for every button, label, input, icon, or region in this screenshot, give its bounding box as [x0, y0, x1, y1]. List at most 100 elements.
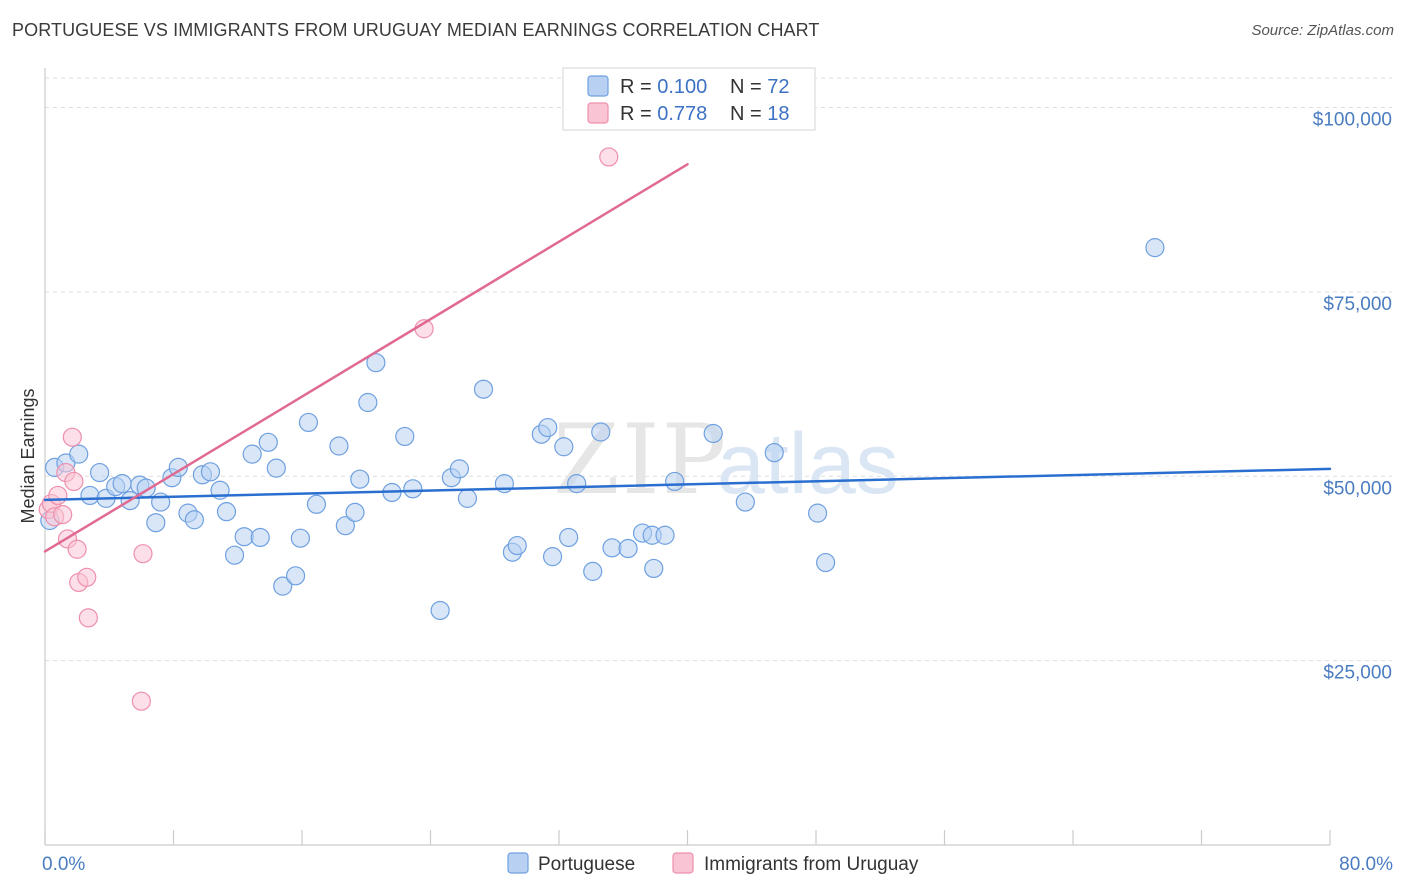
point-portuguese-33 — [329, 436, 349, 456]
grid-lines — [45, 77, 1392, 662]
point-portuguese-26 — [258, 432, 278, 452]
point-portuguese-21 — [216, 502, 237, 522]
point-portuguese-31 — [298, 412, 319, 433]
point-portuguese-40 — [395, 426, 415, 447]
point-portuguese-42 — [430, 600, 450, 621]
point-portuguese-17 — [184, 510, 204, 530]
point-portuguese-58 — [602, 538, 622, 558]
point-portuguese-19 — [200, 462, 221, 482]
point-portuguese-67 — [764, 443, 784, 463]
point-portuguese-27 — [266, 458, 286, 478]
watermark-zip: ZIP — [553, 404, 728, 516]
point-portuguese-32 — [306, 494, 327, 514]
point-portuguese-57 — [591, 422, 611, 442]
svg-text:R = 0.778: R = 0.778 — [620, 103, 707, 125]
point-portuguese-63 — [655, 525, 675, 545]
svg-text:N = 18: N = 18 — [730, 103, 790, 125]
legend-swatch-uruguay — [587, 102, 609, 124]
legend-n-value-1: 72 — [767, 76, 789, 98]
bottom-legend-label-uruguay: Immigrants from Uruguay — [704, 854, 919, 875]
point-uruguay-13 — [133, 544, 153, 564]
legend-n-value-2: 18 — [767, 103, 789, 125]
point-portuguese-3 — [69, 444, 89, 464]
point-portuguese-49 — [507, 535, 527, 556]
point-portuguese-15 — [168, 457, 188, 477]
correlation-legend: R = 0.100 N = 72 R = 0.778 N = 18 — [562, 67, 816, 131]
point-portuguese-23 — [234, 527, 254, 547]
bottom-legend-swatch-portuguese — [507, 852, 529, 874]
point-portuguese-62 — [644, 558, 664, 579]
point-portuguese-34 — [335, 516, 355, 536]
point-portuguese-68 — [808, 503, 828, 523]
legend-r-value-1: 0.100 — [657, 76, 707, 98]
axes — [44, 68, 1331, 846]
x-tick-label-0: 0.0% — [42, 854, 85, 875]
point-portuguese-28 — [273, 576, 293, 596]
legend-r-label-1: R = — [620, 76, 657, 98]
point-portuguese-46 — [473, 379, 494, 399]
y-tick-label-3: $100,000 — [1313, 110, 1392, 131]
legend-r-label-2: R = — [620, 103, 657, 125]
point-portuguese-24 — [242, 444, 262, 464]
y-axis-label: Median Earnings — [18, 388, 38, 523]
point-portuguese-44 — [449, 459, 470, 479]
svg-text:R = 0.100: R = 0.100 — [620, 76, 707, 98]
point-uruguay-16 — [599, 147, 619, 167]
trend-lines — [43, 163, 1332, 553]
point-portuguese-22 — [224, 545, 245, 565]
point-portuguese-53 — [554, 437, 574, 457]
point-portuguese-41 — [403, 479, 423, 499]
point-uruguay-11 — [77, 567, 97, 587]
point-portuguese-12 — [146, 513, 166, 533]
point-portuguese-45 — [457, 488, 478, 508]
point-portuguese-51 — [538, 417, 558, 438]
point-portuguese-37 — [358, 392, 378, 413]
point-portuguese-54 — [559, 527, 579, 548]
trend-line-uruguay — [43, 163, 689, 553]
point-portuguese-66 — [735, 492, 755, 512]
tick-labels: $25,000 $50,000 $75,000 $100,000 0.0% 80.0% — [42, 110, 1393, 876]
point-portuguese-64 — [665, 471, 685, 492]
point-uruguay-4 — [53, 504, 73, 525]
data-points — [38, 147, 1165, 711]
legend-r-value-2: 0.778 — [657, 103, 707, 125]
point-portuguese-35 — [345, 502, 365, 522]
point-portuguese-5 — [90, 462, 110, 483]
point-uruguay-14 — [131, 691, 151, 711]
point-portuguese-65 — [703, 423, 723, 444]
bottom-legend-label-portuguese: Portuguese — [538, 854, 635, 875]
point-portuguese-30 — [290, 528, 310, 548]
point-portuguese-36 — [350, 469, 370, 489]
point-portuguese-59 — [618, 538, 638, 559]
point-portuguese-55 — [567, 474, 587, 494]
watermark: ZIP atlas — [553, 404, 899, 516]
point-portuguese-70 — [1145, 238, 1165, 258]
legend-n-label-2: N = — [730, 103, 767, 125]
point-uruguay-3 — [48, 485, 68, 506]
source-credit: Source: ZipAtlas.com — [1251, 22, 1394, 39]
point-portuguese-25 — [250, 527, 270, 548]
point-uruguay-9 — [67, 539, 87, 559]
point-portuguese-8 — [112, 474, 132, 494]
point-portuguese-56 — [583, 561, 603, 581]
series-legend: Portuguese Immigrants from Uruguay — [507, 852, 919, 875]
point-portuguese-4 — [80, 485, 100, 506]
trend-line-portuguese — [43, 467, 1332, 502]
legend-swatch-portuguese — [587, 75, 609, 97]
chart-title: PORTUGUESE VS IMMIGRANTS FROM URUGUAY ME… — [12, 20, 820, 40]
legend-n-label-1: N = — [730, 76, 767, 98]
y-tick-label-1: $50,000 — [1323, 478, 1392, 499]
point-portuguese-29 — [285, 566, 306, 586]
point-portuguese-69 — [816, 552, 836, 573]
y-tick-label-0: $25,000 — [1323, 663, 1392, 684]
point-uruguay-7 — [62, 427, 82, 447]
bottom-legend-swatch-uruguay — [672, 852, 694, 874]
point-portuguese-52 — [542, 547, 563, 567]
x-tick-label-1: 80.0% — [1339, 854, 1393, 875]
svg-text:N = 72: N = 72 — [730, 76, 790, 98]
point-portuguese-38 — [366, 353, 386, 373]
point-uruguay-12 — [78, 608, 98, 628]
point-uruguay-8 — [64, 471, 84, 492]
y-tick-label-2: $75,000 — [1323, 294, 1392, 315]
